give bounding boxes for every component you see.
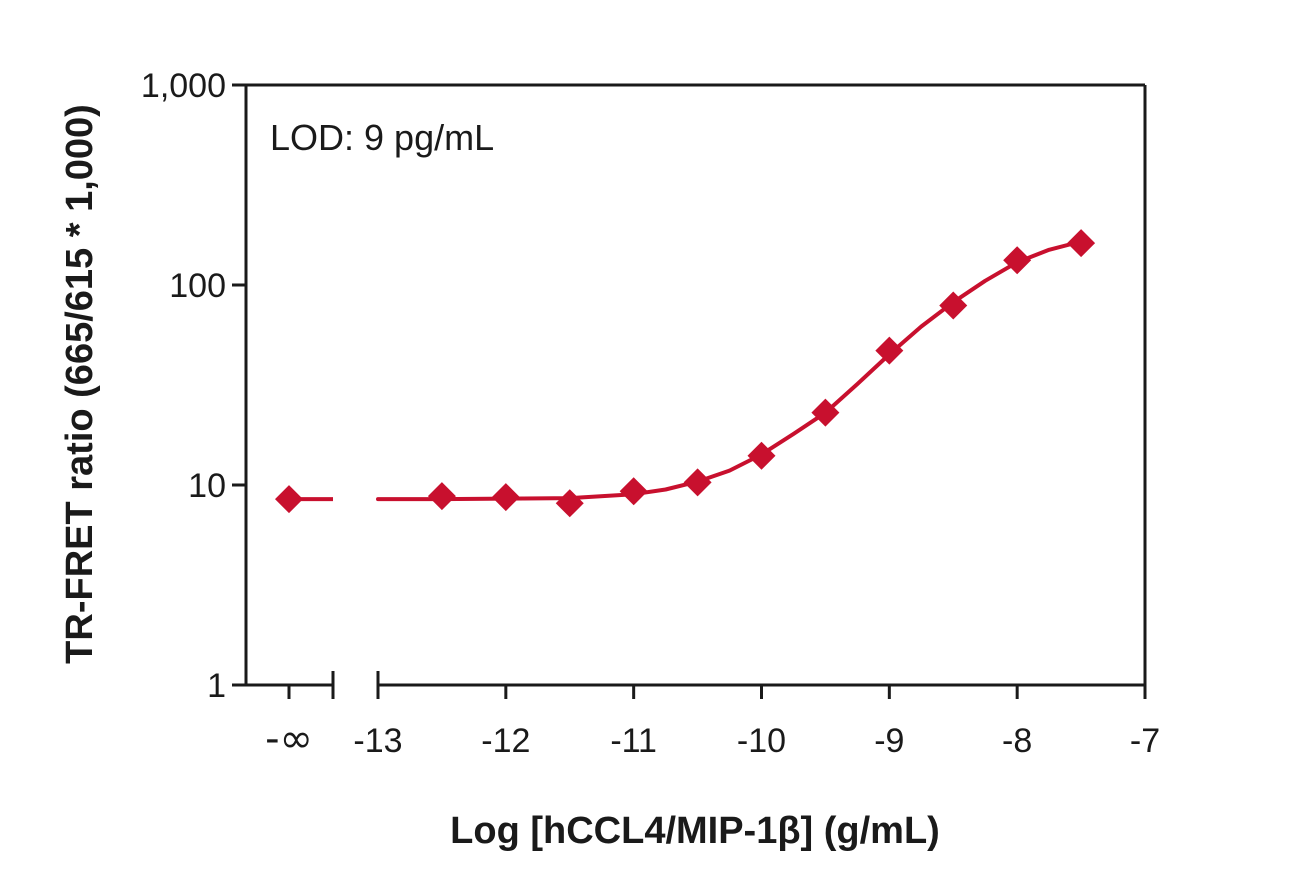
y-tick-label: 1 <box>207 667 226 705</box>
data-point <box>683 468 712 497</box>
fit-curve-layer <box>289 239 1084 502</box>
x-tick-label: -9 <box>874 722 904 760</box>
data-point-blank <box>275 485 303 514</box>
data-point <box>939 291 968 320</box>
data-point <box>747 441 776 470</box>
lod-annotation: LOD: 9 pg/mL <box>270 117 494 158</box>
data-point <box>555 489 584 518</box>
data-point <box>1003 246 1032 275</box>
fit-curve <box>376 239 1084 502</box>
y-tick-label: 10 <box>188 467 226 505</box>
data-point <box>1067 229 1096 258</box>
data-point <box>811 398 840 427</box>
y-tick-label: 100 <box>169 267 226 305</box>
x-tick-label: -11 <box>610 722 657 760</box>
x-tick-label: -13 <box>353 722 402 760</box>
data-point <box>491 483 520 512</box>
x-tick-label: -10 <box>737 722 786 760</box>
ticks: 1 10 100 1,000 -13 -12 -11 -10 -9 -8 -7 -∞ <box>141 67 1160 762</box>
x-tick-label-neg-inf: -∞ <box>265 716 313 762</box>
data-point <box>427 482 456 511</box>
x-tick-label: -12 <box>481 722 530 760</box>
x-axis-title: Log [hCCL4/MIP-1β] (g/mL) <box>450 810 940 852</box>
x-tick-label: -7 <box>1130 722 1160 760</box>
x-tick-label: -8 <box>1002 722 1032 760</box>
data-point <box>875 336 904 365</box>
y-tick-label: 1,000 <box>141 67 226 105</box>
data-point <box>619 477 648 506</box>
data-points-layer <box>275 229 1096 518</box>
axes <box>244 83 1147 699</box>
y-axis-title: TR-FRET ratio (665/615 * 1,000) <box>59 104 101 664</box>
